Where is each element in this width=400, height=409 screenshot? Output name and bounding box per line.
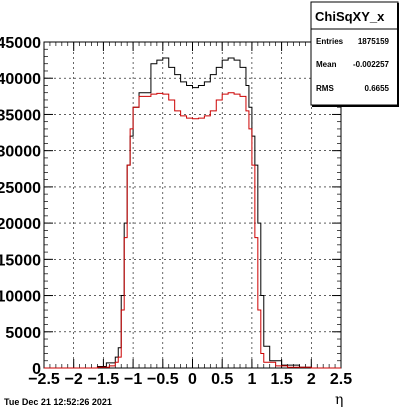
- x-tick-label: 1.5: [270, 371, 292, 388]
- x-tick-labels: −2.5 −2 −1.5 −1 −0.5 0 0.5 1 1.5 2 2.5: [28, 371, 352, 388]
- x-tick-label: 2.5: [330, 371, 352, 388]
- x-tick-label: 2: [307, 371, 316, 388]
- x-axis-label: η: [335, 392, 343, 408]
- x-tick-label: −1: [124, 371, 142, 388]
- y-tick-label: 20000: [0, 216, 41, 233]
- y-tick-labels: 0 5000 10000 15000 20000 25000 30000 35000 40000…: [0, 35, 41, 378]
- series-layer: [44, 57, 341, 369]
- x-tick-label: −0.5: [147, 371, 179, 388]
- plot-frame: [43, 41, 342, 369]
- y-tick-label: 35000: [0, 107, 41, 124]
- stats-rms-value: 0.6655: [365, 84, 390, 93]
- y-tick-label: 0: [32, 361, 41, 378]
- x-tick-label: −1.5: [88, 371, 120, 388]
- histogram-series-1: [44, 92, 341, 369]
- stats-entries-label: Entries: [316, 37, 344, 46]
- y-tick-label: 5000: [5, 325, 41, 342]
- x-tick-label: 0.5: [211, 371, 233, 388]
- x-tick-label: −2.5: [28, 371, 60, 388]
- y-tick-label: 15000: [0, 252, 41, 269]
- y-tick-label: 30000: [0, 144, 41, 161]
- x-tick-label: 1: [247, 371, 256, 388]
- stats-entries-value: 1875159: [358, 37, 390, 46]
- y-tick-label: 40000: [0, 71, 41, 88]
- timestamp-label: Tue Dec 21 12:52:26 2021: [4, 397, 112, 407]
- y-tick-label: 10000: [0, 289, 41, 306]
- stats-box: ChiSqXY_x Entries 1875159 Mean -0.002257…: [310, 1, 399, 107]
- stats-mean-value: -0.002257: [353, 60, 390, 69]
- grid-lines: [44, 42, 341, 368]
- stats-mean-label: Mean: [316, 60, 337, 69]
- stats-box-frame: [310, 1, 399, 106]
- stats-rms-label: RMS: [316, 84, 334, 93]
- y-tick-label: 45000: [0, 35, 41, 52]
- y-tick-label: 25000: [0, 180, 41, 197]
- stats-box-title: ChiSqXY_x: [315, 9, 385, 24]
- x-tick-label: 0: [188, 371, 197, 388]
- x-tick-label: −2: [65, 371, 83, 388]
